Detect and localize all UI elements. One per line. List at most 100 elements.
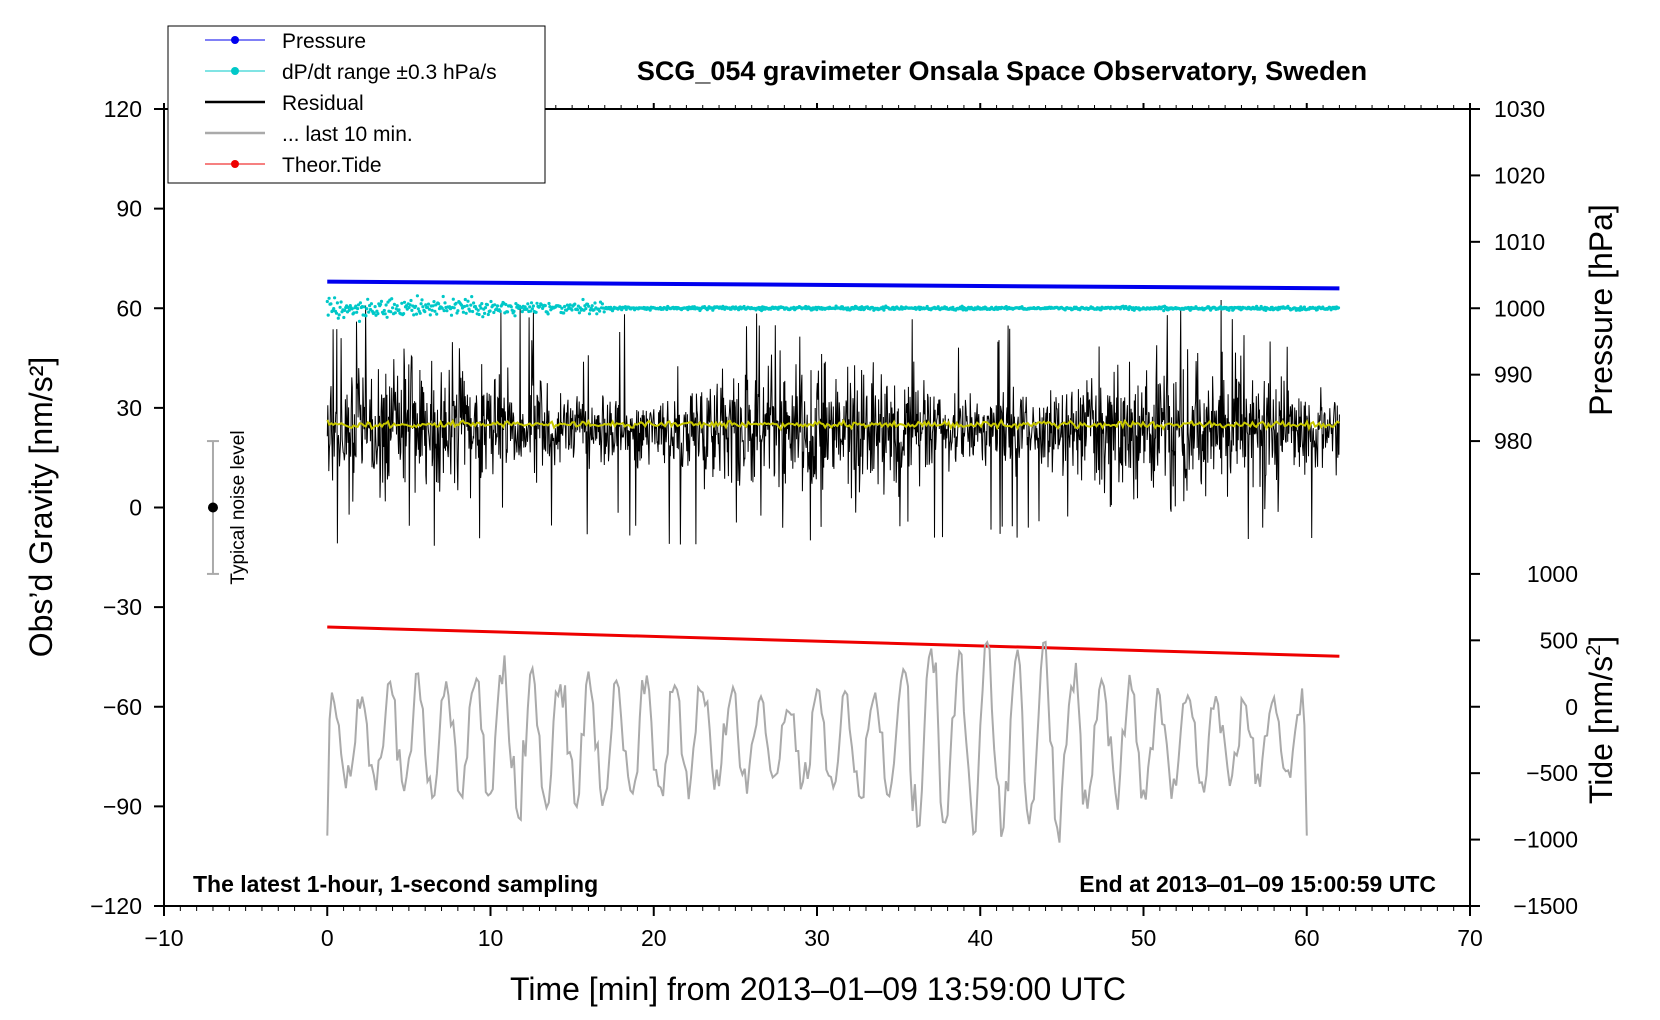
- dpdt-point: [431, 304, 435, 308]
- y-pressure-tick-label: 1000: [1494, 295, 1545, 321]
- noise-level-label: Typical noise level: [228, 430, 249, 584]
- dpdt-point: [483, 306, 488, 310]
- dpdt-point: [495, 304, 500, 308]
- dpdt-point: [595, 312, 599, 316]
- dpdt-point: [562, 311, 566, 315]
- dpdt-point: [546, 312, 550, 316]
- dpdt-point: [563, 304, 567, 309]
- dpdt-point: [395, 304, 399, 308]
- dpdt-point: [449, 313, 454, 317]
- y-pressure-tick-label: 990: [1494, 362, 1532, 388]
- dpdt-point: [410, 308, 414, 312]
- dpdt-point: [329, 302, 333, 306]
- dpdt-point: [362, 305, 366, 309]
- dpdt-point: [400, 301, 404, 305]
- series-dpdt: [325, 294, 1341, 323]
- legend-box: [167, 25, 546, 184]
- dpdt-point: [488, 309, 492, 313]
- dpdt-point: [445, 309, 449, 313]
- dpdt-point: [366, 297, 370, 301]
- dpdt-point: [419, 302, 423, 306]
- dpdt-point: [493, 303, 497, 307]
- dpdt-point: [587, 304, 591, 308]
- dpdt-point: [483, 311, 487, 315]
- y-pressure-tick-label: 1020: [1494, 162, 1545, 188]
- y-axis-tide-title: Tide [nm/s2]: [1583, 636, 1619, 804]
- dpdt-point: [648, 308, 652, 312]
- dpdt-point: [570, 308, 574, 312]
- noise-center-dot: [207, 502, 218, 513]
- legend-marker: [231, 67, 239, 75]
- dpdt-point: [485, 303, 489, 307]
- x-tick-label: 70: [1457, 925, 1483, 951]
- dpdt-point: [385, 315, 389, 319]
- y-axis-left-title: Obs’d Gravity [nm/s²]: [23, 357, 59, 658]
- dpdt-point: [427, 307, 431, 311]
- dpdt-point: [437, 302, 441, 306]
- dpdt-point: [1227, 308, 1231, 312]
- plot-area: [325, 279, 1341, 843]
- y-pressure-tick-label: 1030: [1494, 96, 1545, 122]
- dpdt-point: [472, 301, 476, 305]
- dpdt-point: [352, 311, 356, 315]
- dpdt-point: [358, 301, 362, 305]
- dpdt-point: [547, 301, 551, 306]
- dpdt-point: [525, 307, 529, 311]
- dpdt-point: [581, 297, 585, 302]
- dpdt-point: [465, 304, 469, 308]
- dpdt-point: [421, 305, 425, 309]
- y-pressure-tick-label: 980: [1494, 428, 1532, 454]
- dpdt-point: [376, 312, 380, 316]
- dpdt-point: [460, 303, 464, 307]
- y-tide-tick-label: −1000: [1513, 827, 1578, 853]
- dpdt-point: [737, 308, 741, 312]
- y-tide-tick-label: −500: [1526, 760, 1578, 786]
- dpdt-point: [593, 301, 597, 305]
- plot-frame: [163, 108, 1471, 907]
- dpdt-point: [390, 297, 394, 301]
- dpdt-point: [469, 303, 473, 307]
- dpdt-point: [882, 308, 886, 312]
- dpdt-point: [481, 315, 485, 319]
- dpdt-point: [342, 315, 346, 320]
- dpdt-point: [379, 302, 383, 306]
- dpdt-point: [357, 319, 362, 323]
- legend-label: Pressure: [282, 30, 366, 53]
- dpdt-point: [528, 305, 532, 309]
- x-tick-label: 60: [1294, 925, 1320, 951]
- dpdt-point: [526, 302, 530, 306]
- dpdt-point: [356, 307, 360, 311]
- dpdt-point: [343, 308, 347, 312]
- dpdt-point: [367, 310, 371, 314]
- dpdt-point: [347, 308, 351, 312]
- y-left-tick-label: 90: [116, 196, 142, 222]
- dpdt-point: [397, 308, 401, 312]
- annotation-bottom-right: End at 2013‒01‒09 15:00:59 UTC: [1079, 871, 1436, 897]
- dpdt-point: [462, 304, 466, 309]
- dpdt-point: [1127, 307, 1131, 312]
- y-left-tick-label: 60: [116, 295, 142, 321]
- x-tick-label: 20: [641, 925, 667, 951]
- annotation-bottom-left: The latest 1‐hour, 1‐second sampling: [193, 871, 598, 897]
- y-left-tick-label: 30: [116, 395, 142, 421]
- dpdt-point: [590, 304, 594, 308]
- dpdt-point: [463, 297, 467, 302]
- y-tide-tick-label: 1000: [1527, 561, 1578, 587]
- y-left-tick-label: 0: [129, 495, 142, 521]
- dpdt-point: [560, 306, 564, 310]
- dpdt-point: [589, 306, 593, 310]
- dpdt-point: [477, 312, 481, 317]
- dpdt-point: [587, 312, 592, 316]
- dpdt-point: [435, 312, 439, 316]
- dpdt-point: [480, 302, 484, 306]
- dpdt-point: [327, 296, 331, 300]
- dpdt-point: [412, 313, 416, 317]
- legend-label: ... last 10 min.: [282, 123, 413, 146]
- dpdt-point: [430, 308, 434, 312]
- dpdt-point: [337, 313, 341, 317]
- axis-ticks: −10 0 10 20 30 40 50 60 701209060300−30−60−90−12…: [90, 96, 1578, 951]
- dpdt-point: [454, 301, 458, 305]
- dpdt-point: [339, 300, 343, 304]
- dpdt-point: [416, 307, 420, 311]
- dpdt-point: [565, 303, 570, 307]
